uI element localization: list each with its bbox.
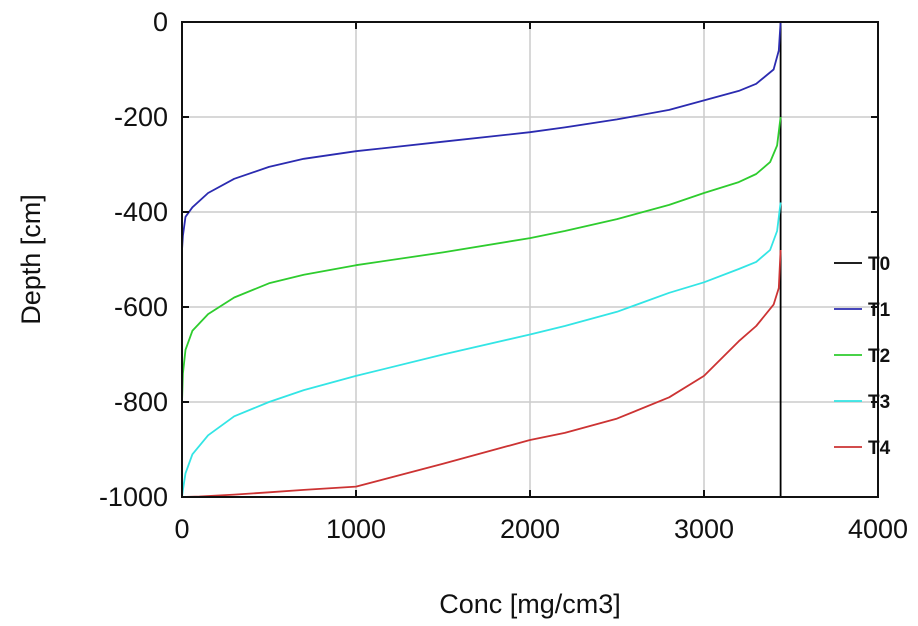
x-axis-label: Conc [mg/cm3] — [439, 589, 621, 619]
y-tick-label: 0 — [153, 7, 168, 37]
legend-label-T2: T2 — [868, 346, 890, 367]
y-tick-label: -600 — [114, 292, 168, 322]
y-tick-label: -200 — [114, 102, 168, 132]
x-tick-label: 2000 — [500, 514, 560, 544]
y-tick-label: -1000 — [99, 482, 168, 512]
series-line-T2 — [181, 116, 782, 403]
legend-label-T1: T1 — [868, 300, 891, 321]
axis-ticks: 0 1000 2000 3000 4000 0 -200 -400 -600 -800 -1000 — [99, 7, 908, 544]
y-tick-label: -800 — [114, 387, 168, 417]
series-line-T3 — [181, 202, 782, 498]
y-tick-label: -400 — [114, 197, 168, 227]
grid — [181, 21, 879, 498]
legend-label-T4: T4 — [868, 438, 891, 459]
y-axis-label: Depth [cm] — [16, 194, 46, 325]
legend-label-T0: T0 — [868, 254, 890, 275]
x-tick-label: 3000 — [674, 514, 734, 544]
legend: T0 T1 T2 T3 T4 — [834, 254, 891, 459]
series-line-T1 — [181, 21, 782, 251]
legend-label-T3: T3 — [868, 392, 890, 413]
x-tick-label: 4000 — [848, 514, 908, 544]
x-tick-label: 1000 — [326, 514, 386, 544]
series-line-T4 — [181, 249, 782, 498]
x-tick-label: 0 — [174, 514, 189, 544]
series-lines — [181, 21, 782, 498]
